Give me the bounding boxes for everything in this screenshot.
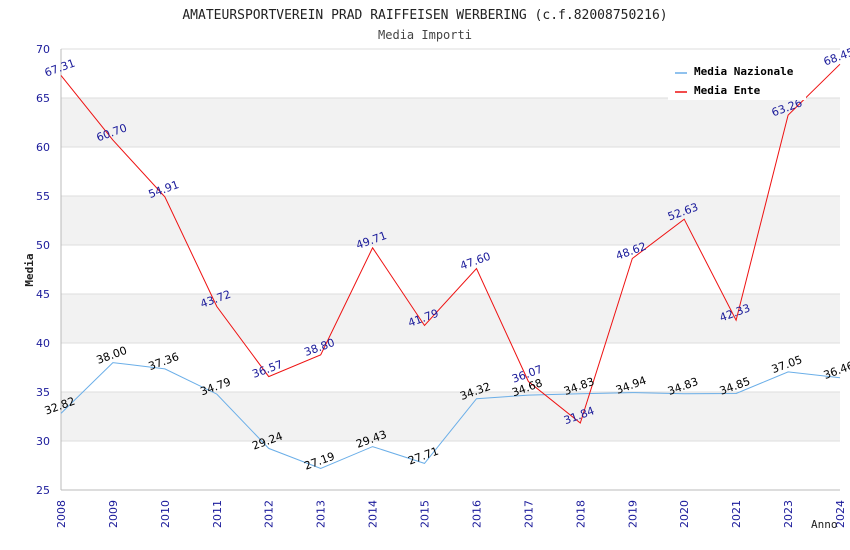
plot-band: [61, 392, 840, 441]
x-tick-label: 2021: [730, 500, 743, 528]
data-label: 67.31: [43, 57, 77, 80]
y-tick-label: 45: [36, 288, 50, 301]
x-tick-label: 2020: [678, 500, 691, 528]
legend-label-media-nazionale: Media Nazionale: [694, 65, 794, 78]
x-axis-ticks: 2008 2009 2010 2011 2012 2013 2014 2015 2016 2017…: [55, 500, 847, 528]
x-tick-label: 2015: [419, 500, 432, 528]
series-line-media-nazionale: [60, 362, 841, 470]
data-label: 37.36: [147, 350, 181, 373]
y-axis-label: Media: [23, 253, 36, 286]
y-tick-label: 40: [36, 337, 50, 350]
y-tick-label: 50: [36, 239, 50, 252]
y-tick-label: 25: [36, 484, 50, 497]
series-line-media-ente: [60, 63, 841, 424]
y-tick-label: 55: [36, 190, 50, 203]
x-tick-label: 2019: [626, 500, 639, 528]
x-tick-label: 2011: [211, 500, 224, 528]
chart-title: AMATEURSPORTVEREIN PRAD RAIFFEISEN WERBE…: [182, 8, 667, 23]
x-tick-label: 2008: [55, 500, 68, 528]
x-tick-label: 2009: [107, 500, 120, 528]
x-tick-label: 2010: [159, 500, 172, 528]
plot-bands: [61, 98, 840, 441]
data-label: 27.19: [302, 450, 336, 473]
series-lines: [60, 63, 841, 470]
y-tick-label: 35: [36, 386, 50, 399]
x-axis-label: Anno: [811, 518, 838, 531]
chart-subtitle: Media Importi: [378, 28, 472, 42]
y-tick-label: 70: [36, 43, 50, 56]
legend: Media Nazionale Media Ente: [668, 58, 806, 100]
data-label: 36.46: [822, 359, 850, 382]
data-label: 36.57: [250, 358, 284, 381]
y-tick-label: 60: [36, 141, 50, 154]
x-tick-label: 2017: [522, 500, 535, 528]
x-tick-label: 2013: [315, 500, 328, 528]
y-axis-ticks: 25 30 35 40 45 50 55 60 65 70: [36, 43, 50, 497]
plot-band: [61, 98, 840, 147]
plot-band: [61, 196, 840, 245]
x-tick-label: 2012: [263, 500, 276, 528]
x-tick-label: 2024: [834, 500, 847, 528]
x-tick-label: 2014: [367, 500, 380, 528]
plot-band: [61, 294, 840, 343]
legend-label-media-ente: Media Ente: [694, 84, 761, 97]
y-tick-label: 65: [36, 92, 50, 105]
x-tick-label: 2016: [470, 500, 483, 528]
x-tick-label: 2018: [574, 500, 587, 528]
y-tick-label: 30: [36, 435, 50, 448]
x-tick-label: 2023: [782, 500, 795, 528]
legend-background: [668, 58, 806, 100]
data-label: 27.71: [406, 445, 440, 468]
